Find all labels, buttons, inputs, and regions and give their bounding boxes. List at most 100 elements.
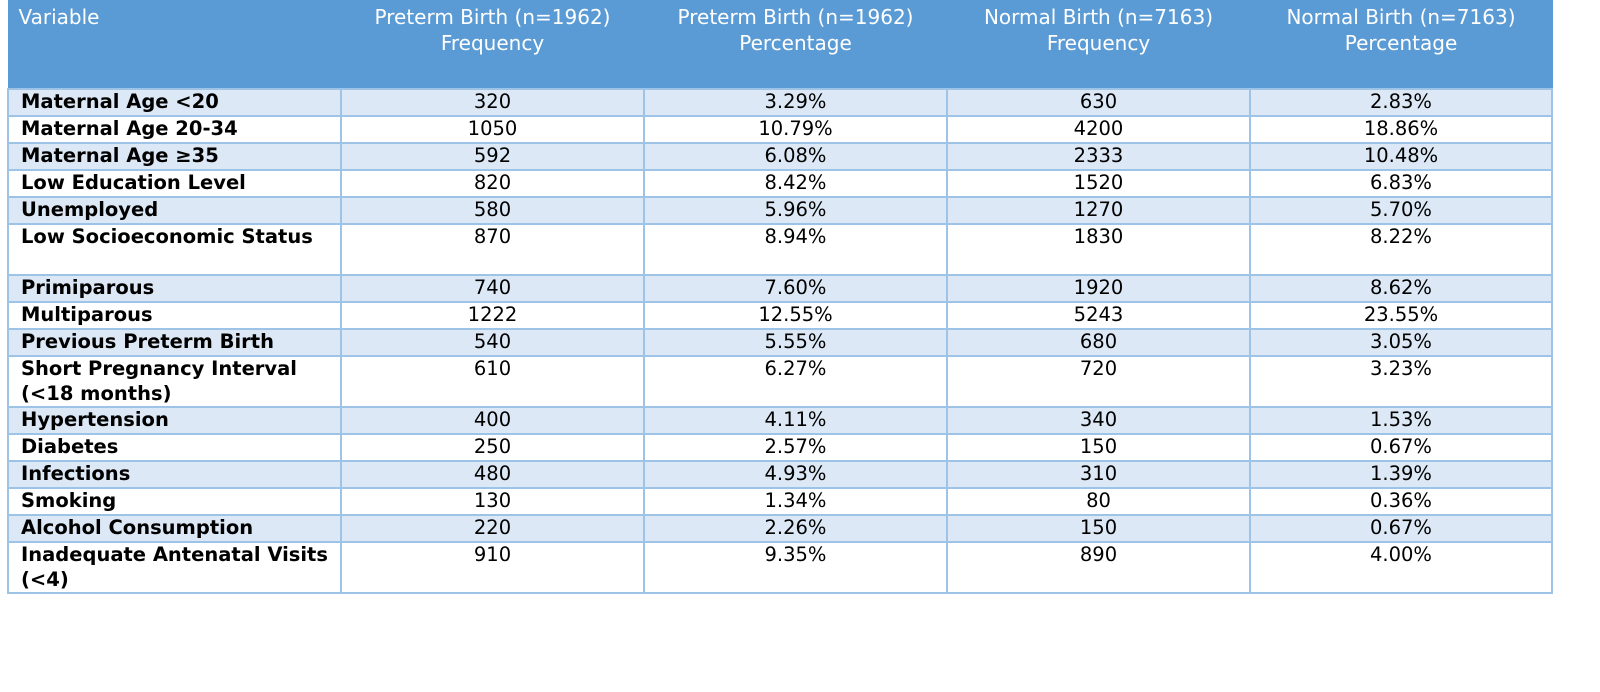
preterm-percentage-cell: 2.57%: [643, 433, 948, 462]
preterm-frequency-cell: 870: [340, 223, 645, 276]
table-row: Inadequate Antenatal Visits (<4) 910 9.3…: [7, 541, 1553, 594]
normal-frequency-cell: 150: [946, 514, 1251, 543]
variable-cell: Primiparous: [7, 274, 342, 303]
table-row: Maternal Age ≥35 592 6.08% 2333 10.48%: [7, 142, 1553, 171]
table-body: Maternal Age <20 320 3.29% 630 2.83% Mat…: [7, 88, 1553, 594]
normal-frequency-cell: 1920: [946, 274, 1251, 303]
table-row: Hypertension 400 4.11% 340 1.53%: [7, 406, 1553, 435]
preterm-percentage-cell: 5.96%: [643, 196, 948, 225]
header-line1: Preterm Birth (n=1962): [677, 5, 914, 29]
table-row: Smoking 130 1.34% 80 0.36%: [7, 487, 1553, 516]
preterm-frequency-cell: 400: [340, 406, 645, 435]
normal-frequency-cell: 80: [946, 487, 1251, 516]
normal-frequency-cell: 630: [946, 88, 1251, 117]
normal-frequency-cell: 150: [946, 433, 1251, 462]
variable-cell: Previous Preterm Birth: [7, 328, 342, 357]
preterm-frequency-cell: 740: [340, 274, 645, 303]
preterm-frequency-cell: 320: [340, 88, 645, 117]
normal-frequency-cell: 720: [946, 355, 1251, 408]
header-preterm-percentage: Preterm Birth (n=1962) Percentage: [643, 0, 948, 89]
normal-percentage-cell: 8.22%: [1249, 223, 1553, 276]
preterm-frequency-cell: 610: [340, 355, 645, 408]
header-row: Variable Preterm Birth (n=1962) Frequenc…: [7, 0, 1553, 89]
preterm-percentage-cell: 4.93%: [643, 460, 948, 489]
preterm-frequency-cell: 1222: [340, 301, 645, 330]
variable-cell: Smoking: [7, 487, 342, 516]
header-normal-percentage: Normal Birth (n=7163) Percentage: [1249, 0, 1553, 89]
variable-cell: Diabetes: [7, 433, 342, 462]
preterm-frequency-cell: 1050: [340, 115, 645, 144]
normal-frequency-cell: 5243: [946, 301, 1251, 330]
variable-cell: Hypertension: [7, 406, 342, 435]
preterm-frequency-cell: 910: [340, 541, 645, 594]
table-row: Unemployed 580 5.96% 1270 5.70%: [7, 196, 1553, 225]
normal-percentage-cell: 4.00%: [1249, 541, 1553, 594]
normal-percentage-cell: 2.83%: [1249, 88, 1553, 117]
preterm-frequency-cell: 220: [340, 514, 645, 543]
header-variable: Variable: [7, 0, 342, 89]
header-normal-frequency: Normal Birth (n=7163) Frequency: [946, 0, 1251, 89]
normal-percentage-cell: 3.05%: [1249, 328, 1553, 357]
preterm-percentage-cell: 2.26%: [643, 514, 948, 543]
table-row: Low Socioeconomic Status 870 8.94% 1830 …: [7, 223, 1553, 276]
normal-frequency-cell: 1270: [946, 196, 1251, 225]
table-row: Short Pregnancy Interval (<18 months) 61…: [7, 355, 1553, 408]
table-row: Maternal Age <20 320 3.29% 630 2.83%: [7, 88, 1553, 117]
normal-percentage-cell: 0.67%: [1249, 433, 1553, 462]
preterm-frequency-cell: 540: [340, 328, 645, 357]
variable-cell: Low Socioeconomic Status: [7, 223, 342, 276]
variable-cell: Maternal Age 20-34: [7, 115, 342, 144]
header-line1: Normal Birth (n=7163): [983, 5, 1214, 29]
variable-cell: Inadequate Antenatal Visits (<4): [7, 541, 342, 594]
normal-percentage-cell: 0.67%: [1249, 514, 1553, 543]
table-row: Previous Preterm Birth 540 5.55% 680 3.0…: [7, 328, 1553, 357]
normal-percentage-cell: 10.48%: [1249, 142, 1553, 171]
table-container: Variable Preterm Birth (n=1962) Frequenc…: [7, 0, 1553, 594]
normal-percentage-cell: 23.55%: [1249, 301, 1553, 330]
table-row: Alcohol Consumption 220 2.26% 150 0.67%: [7, 514, 1553, 543]
variable-cell: Low Education Level: [7, 169, 342, 198]
preterm-percentage-cell: 5.55%: [643, 328, 948, 357]
normal-percentage-cell: 0.36%: [1249, 487, 1553, 516]
variable-cell: Short Pregnancy Interval (<18 months): [7, 355, 342, 408]
table-row: Multiparous 1222 12.55% 5243 23.55%: [7, 301, 1553, 330]
variable-cell: Multiparous: [7, 301, 342, 330]
normal-frequency-cell: 310: [946, 460, 1251, 489]
preterm-percentage-cell: 7.60%: [643, 274, 948, 303]
preterm-frequency-cell: 250: [340, 433, 645, 462]
table-header: Variable Preterm Birth (n=1962) Frequenc…: [7, 0, 1553, 89]
preterm-frequency-cell: 580: [340, 196, 645, 225]
preterm-percentage-cell: 1.34%: [643, 487, 948, 516]
variable-cell: Maternal Age <20: [7, 88, 342, 117]
normal-frequency-cell: 890: [946, 541, 1251, 594]
header-line2: Frequency: [440, 31, 545, 55]
preterm-percentage-cell: 12.55%: [643, 301, 948, 330]
preterm-percentage-cell: 4.11%: [643, 406, 948, 435]
preterm-percentage-cell: 3.29%: [643, 88, 948, 117]
header-line1: Normal Birth (n=7163): [1286, 5, 1516, 29]
normal-frequency-cell: 1830: [946, 223, 1251, 276]
normal-percentage-cell: 8.62%: [1249, 274, 1553, 303]
header-line2: Percentage: [1344, 31, 1458, 55]
normal-frequency-cell: 4200: [946, 115, 1251, 144]
normal-percentage-cell: 18.86%: [1249, 115, 1553, 144]
normal-frequency-cell: 1520: [946, 169, 1251, 198]
preterm-frequency-cell: 820: [340, 169, 645, 198]
variable-cell: Maternal Age ≥35: [7, 142, 342, 171]
preterm-percentage-cell: 6.08%: [643, 142, 948, 171]
variable-cell: Infections: [7, 460, 342, 489]
preterm-frequency-cell: 480: [340, 460, 645, 489]
variable-cell: Alcohol Consumption: [7, 514, 342, 543]
preterm-percentage-cell: 10.79%: [643, 115, 948, 144]
normal-percentage-cell: 6.83%: [1249, 169, 1553, 198]
preterm-percentage-cell: 8.94%: [643, 223, 948, 276]
table-row: Low Education Level 820 8.42% 1520 6.83%: [7, 169, 1553, 198]
normal-percentage-cell: 3.23%: [1249, 355, 1553, 408]
header-line2: Percentage: [739, 31, 852, 55]
preterm-percentage-cell: 9.35%: [643, 541, 948, 594]
table-row: Diabetes 250 2.57% 150 0.67%: [7, 433, 1553, 462]
data-table: Variable Preterm Birth (n=1962) Frequenc…: [7, 0, 1553, 594]
preterm-percentage-cell: 8.42%: [643, 169, 948, 198]
header-variable-label: Variable: [18, 5, 100, 29]
header-preterm-frequency: Preterm Birth (n=1962) Frequency: [340, 0, 645, 89]
